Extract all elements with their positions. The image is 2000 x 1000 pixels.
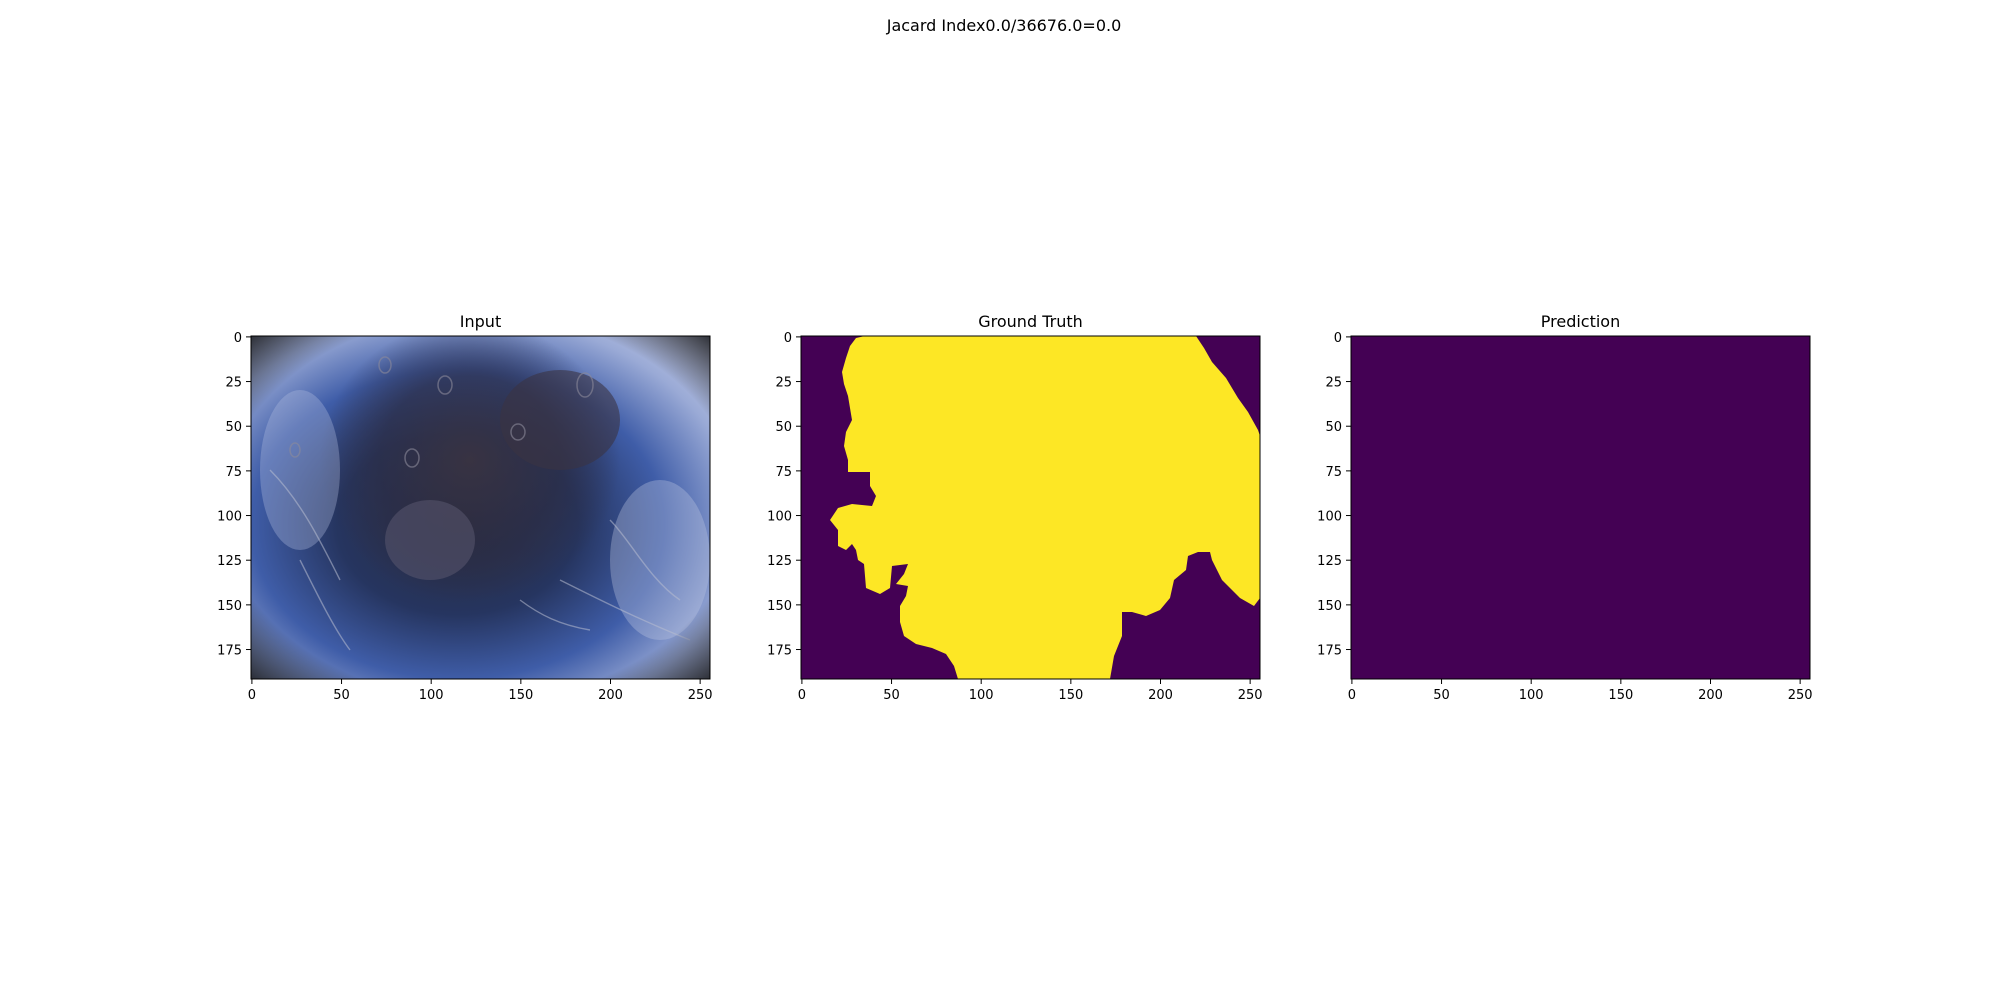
y-tick-label: 25 bbox=[775, 376, 792, 391]
ground-truth-mask bbox=[801, 336, 1260, 679]
y-tick-label: 150 bbox=[217, 599, 242, 614]
y-tick-label: 150 bbox=[767, 599, 792, 614]
input-panel: Input bbox=[217, 312, 712, 703]
ground-truth-panel: Ground Truth 0 50 100 150 200 250 0 25 50 75 100 12… bbox=[767, 312, 1262, 703]
y-tick-label: 50 bbox=[225, 420, 242, 435]
ground-truth-panel-title: Ground Truth bbox=[978, 312, 1083, 331]
y-tick-label: 75 bbox=[1325, 465, 1342, 480]
y-tick-label: 50 bbox=[1325, 420, 1342, 435]
y-tick-label: 150 bbox=[1317, 599, 1342, 614]
x-tick-label: 100 bbox=[1519, 688, 1544, 703]
x-tick-label: 0 bbox=[798, 688, 806, 703]
x-tick-label: 200 bbox=[1698, 688, 1723, 703]
x-tick-label: 100 bbox=[419, 688, 444, 703]
x-tick-label: 200 bbox=[1148, 688, 1173, 703]
figure-suptitle: Jacard Index0.0/36676.0=0.0 bbox=[886, 16, 1122, 35]
prediction-panel: Prediction 0 50 100 150 200 250 0 25 50 75 100 125 1… bbox=[1317, 312, 1812, 703]
x-tick-label: 250 bbox=[688, 688, 713, 703]
y-tick-label: 50 bbox=[775, 420, 792, 435]
input-panel-title: Input bbox=[460, 312, 501, 331]
y-tick-label: 125 bbox=[1317, 554, 1342, 569]
prediction-panel-title: Prediction bbox=[1541, 312, 1620, 331]
y-tick-label: 25 bbox=[225, 376, 242, 391]
x-tick-label: 150 bbox=[1058, 688, 1083, 703]
ground-truth-axes-frame bbox=[800, 335, 1261, 680]
y-tick-label: 0 bbox=[234, 331, 242, 346]
y-tick-label: 175 bbox=[767, 644, 792, 659]
input-axes-frame bbox=[250, 335, 711, 680]
y-tick-label: 100 bbox=[217, 510, 242, 525]
x-tick-label: 150 bbox=[1608, 688, 1633, 703]
y-tick-label: 125 bbox=[767, 554, 792, 569]
y-tick-label: 100 bbox=[1317, 510, 1342, 525]
y-tick-label: 25 bbox=[1325, 376, 1342, 391]
x-tick-label: 200 bbox=[598, 688, 623, 703]
y-tick-label: 75 bbox=[225, 465, 242, 480]
x-tick-label: 250 bbox=[1238, 688, 1263, 703]
x-tick-label: 50 bbox=[883, 688, 900, 703]
y-tick-label: 125 bbox=[217, 554, 242, 569]
y-tick-label: 0 bbox=[1334, 331, 1342, 346]
y-tick-label: 0 bbox=[784, 331, 792, 346]
dermoscopy-image bbox=[251, 336, 710, 679]
x-tick-label: 50 bbox=[333, 688, 350, 703]
x-tick-label: 250 bbox=[1788, 688, 1813, 703]
prediction-mask bbox=[1351, 336, 1810, 679]
y-tick-label: 175 bbox=[217, 644, 242, 659]
y-tick-label: 75 bbox=[775, 465, 792, 480]
y-tick-label: 175 bbox=[1317, 644, 1342, 659]
x-tick-label: 0 bbox=[248, 688, 256, 703]
x-tick-label: 0 bbox=[1348, 688, 1356, 703]
prediction-axes-frame bbox=[1350, 335, 1811, 680]
x-tick-label: 150 bbox=[508, 688, 533, 703]
y-tick-label: 100 bbox=[767, 510, 792, 525]
x-tick-label: 50 bbox=[1433, 688, 1450, 703]
x-tick-label: 100 bbox=[969, 688, 994, 703]
